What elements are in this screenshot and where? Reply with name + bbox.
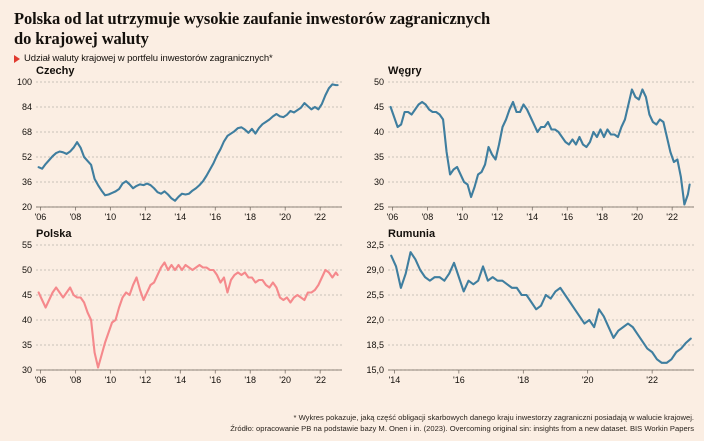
series-line [390,251,692,364]
y-tick-label: 45 [374,102,384,112]
y-tick-label: 20 [22,202,32,212]
chart-panel-czechy: Czechy 20 36 52 68 84 100 '06 '08 '10 '12 '14 '16 '18… [0,64,352,229]
chart-panel-wegry: Węgry 25 30 35 40 45 50 '06 '08 '10 '12 '14 '16 '18 '2… [352,64,704,229]
y-tick-label: 50 [374,77,384,87]
x-tick-label: '14 [174,375,186,385]
y-tick-label: 15,0 [366,365,384,375]
y-tick-label: 25,5 [366,290,384,300]
y-tick-label: 40 [22,315,32,325]
x-tick-label: '18 [517,375,529,385]
subtitle-row: Udział waluty krajowej w portfelu inwest… [14,53,690,64]
x-tick-label: '16 [453,375,465,385]
footnote-methodology: * Wykres pokazuje, jaką część obligacji … [293,413,694,422]
y-tick-label: 84 [22,102,32,112]
x-tick-label: '14 [389,375,401,385]
chart-panel-rumunia: Rumunia 15,0 18,5 22,0 25,5 29,0 32,5 '14 '16 '18… [352,227,704,392]
y-tick-label: 50 [22,265,32,275]
x-tick-label: '06 [35,212,47,222]
x-tick-label: '08 [421,212,433,222]
x-tick-label: '08 [69,375,81,385]
y-tick-label: 22,0 [366,315,384,325]
y-tick-label: 29,0 [366,265,384,275]
footnote-source: Źródło: opracowanie PB na podstawie bazy… [230,424,694,433]
x-tick-label: '14 [526,212,538,222]
y-tick-label: 35 [374,152,384,162]
x-tick-label: '08 [69,212,81,222]
x-tick-label: '18 [244,375,256,385]
x-tick-label: '20 [279,212,291,222]
panel-title-polska: Polska [36,228,72,240]
x-tick-label: '06 [35,375,47,385]
x-tick-label: '20 [582,375,594,385]
x-tick-label: '10 [104,375,116,385]
page-title-line1: Polska od lat utrzymuje wysokie zaufanie… [14,9,491,28]
x-tick-label: '22 [646,375,658,385]
triangle-right-icon [14,54,20,63]
y-tick-label: 36 [22,177,32,187]
series-line [37,83,339,202]
x-tick-label: '16 [209,375,221,385]
x-tick-label: '10 [456,212,468,222]
x-tick-label: '22 [314,212,326,222]
x-tick-label: '12 [139,212,151,222]
y-tick-label: 30 [22,365,32,375]
y-tick-label: 25 [374,202,384,212]
y-tick-label: 32,5 [366,240,384,250]
y-tick-label: 68 [22,127,32,137]
y-tick-label: 55 [22,240,32,250]
chart-grid: Czechy 20 36 52 68 84 100 '06 '08 '10 '12 '14 '16 '18… [0,64,704,389]
x-tick-label: '18 [596,212,608,222]
y-tick-label: 35 [22,340,32,350]
x-tick-label: '12 [491,212,503,222]
page-title: Polska od lat utrzymuje wysokie zaufanie… [14,9,690,48]
x-tick-label: '14 [174,212,186,222]
x-tick-label: '16 [561,212,573,222]
x-tick-label: '22 [666,212,678,222]
chart-subtitle: Udział waluty krajowej w portfelu inwest… [24,53,273,64]
y-tick-label: 18,5 [366,340,384,350]
series-line [389,88,691,206]
x-tick-label: '06 [387,212,399,222]
chart-panel-polska: Polska 30 35 40 45 50 55 '06 '08 '10 '12 '14 '16 '18 '… [0,227,352,392]
x-tick-label: '12 [139,375,151,385]
panel-title-czechy: Czechy [36,65,75,77]
y-tick-label: 52 [22,152,32,162]
page-title-line2: do krajowej waluty [14,28,149,48]
panel-title-wegry: Węgry [388,65,422,77]
header: Polska od lat utrzymuje wysokie zaufanie… [0,0,704,64]
y-tick-label: 40 [374,127,384,137]
x-tick-label: '22 [314,375,326,385]
x-tick-label: '16 [209,212,221,222]
x-tick-label: '20 [631,212,643,222]
x-tick-label: '10 [104,212,116,222]
panel-title-rumunia: Rumunia [388,228,436,240]
footer: * Wykres pokazuje, jaką część obligacji … [0,412,704,434]
x-tick-label: '20 [279,375,291,385]
series-line [37,261,339,369]
y-tick-label: 30 [374,177,384,187]
x-tick-label: '18 [244,212,256,222]
y-tick-label: 100 [17,77,32,87]
y-tick-label: 45 [22,290,32,300]
